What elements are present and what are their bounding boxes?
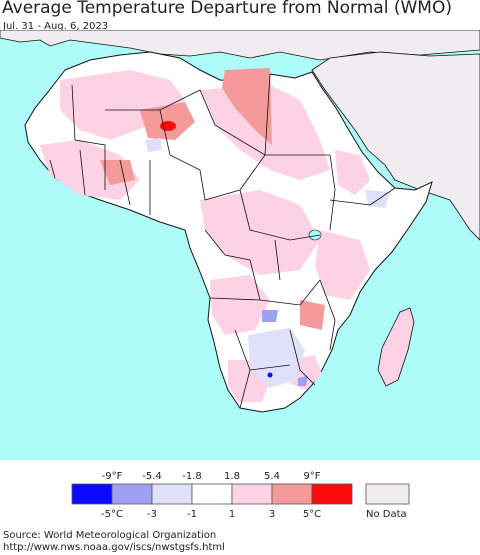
lake-victoria <box>308 229 322 241</box>
legend-c-label-5: 5°C <box>303 509 321 520</box>
legend-c-label-2: -1 <box>187 509 197 520</box>
cold-spot <box>267 372 273 378</box>
map-title: Average Temperature Departure from Norma… <box>2 0 452 18</box>
legend-c-label-4: 3 <box>269 509 275 520</box>
legend-bin-2 <box>151 483 193 505</box>
madagascar <box>377 307 415 387</box>
source-url[interactable]: http://www.nws.noaa.gov/iscs/nwstgsfs.ht… <box>3 542 225 553</box>
legend-f-label-5: 9°F <box>303 471 320 482</box>
strong-warm-anomalies <box>100 68 325 330</box>
legend-f-label-4: 5.4 <box>264 471 280 482</box>
source-line: Source: World Meteorological Organizatio… <box>3 530 217 541</box>
source-info: Source: World Meteorological Organizatio… <box>3 530 225 554</box>
country-borders <box>49 73 396 409</box>
legend-bin-3 <box>191 483 233 505</box>
legend-c-label-1: -3 <box>147 509 157 520</box>
legend-c-label-0: -5°C <box>101 509 123 520</box>
legend-no-data-label: No Data <box>366 509 407 520</box>
africa-map <box>0 30 480 460</box>
legend-bin-1 <box>111 483 153 505</box>
legend-f-label-3: 1.8 <box>224 471 240 482</box>
date-range: Jul. 31 - Aug. 6, 2023 <box>3 21 109 32</box>
middle-east-landmass <box>311 51 480 241</box>
legend-no-data-swatch <box>365 483 410 505</box>
legend-bin-4 <box>231 483 273 505</box>
legend-bin-6 <box>311 483 353 505</box>
moderate-cool-anomalies <box>262 310 308 386</box>
legend-bin-0 <box>71 483 113 505</box>
legend-f-label-2: -1.8 <box>182 471 202 482</box>
legend-c-label-3: 1 <box>229 509 235 520</box>
legend-bin-5 <box>271 483 313 505</box>
legend-f-label-1: -5.4 <box>142 471 162 482</box>
cool-anomalies <box>145 138 390 388</box>
legend-f-label-0: -9°F <box>102 471 123 482</box>
legend: -9°F -5.4 -1.8 1.8 5.4 9°F -5°C -3 -1 1 3 5°C No D… <box>71 471 410 520</box>
